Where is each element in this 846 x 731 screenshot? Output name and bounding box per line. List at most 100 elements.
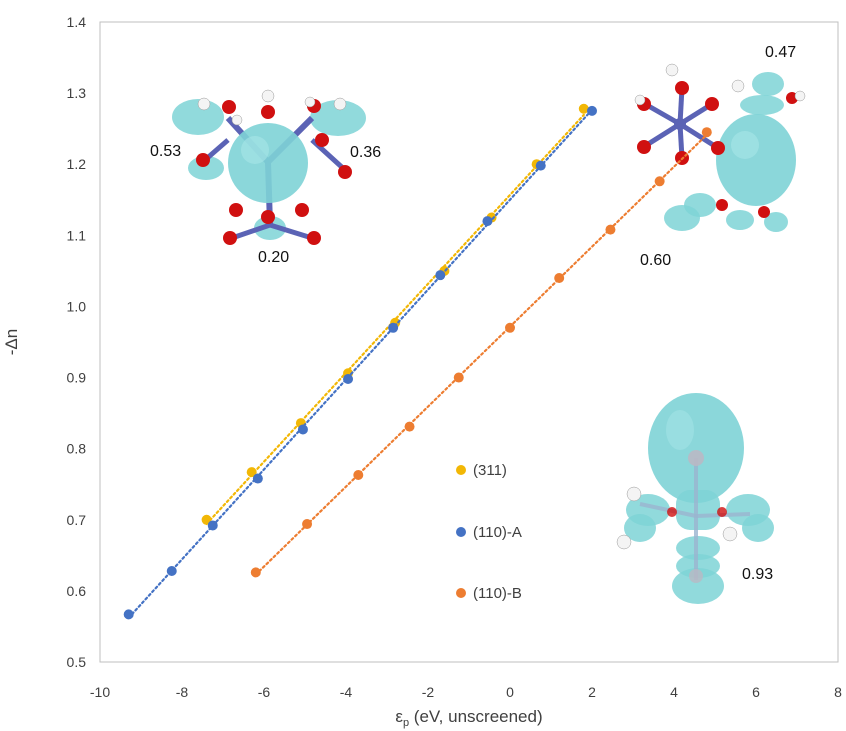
hydrogen-atom xyxy=(231,114,243,126)
isosurface-lobe xyxy=(752,72,784,96)
y-axis-label: -Δn xyxy=(2,329,21,355)
x-tick-label: 0 xyxy=(506,684,514,700)
oxygen-atom xyxy=(716,199,728,211)
oxygen-atom xyxy=(223,231,237,245)
data-point-series-2 xyxy=(701,127,712,138)
annotation-060: 0.60 xyxy=(640,252,671,269)
data-point-series-1 xyxy=(252,473,263,484)
data-point-series-1 xyxy=(587,105,597,116)
legend: (311) (110)-A (110)-B xyxy=(456,462,522,602)
data-point-series-1 xyxy=(297,424,308,435)
legend-label-311: (311) xyxy=(473,462,507,479)
molecule-render-bottom-right xyxy=(616,393,774,604)
x-axis-label: εp (eV, unscreened) xyxy=(395,707,542,729)
annotation-093: 0.93 xyxy=(742,566,773,583)
hydrogen-atom xyxy=(616,534,632,550)
data-point-series-1 xyxy=(535,160,546,171)
bond xyxy=(269,222,313,241)
isosurface-highlight xyxy=(731,131,759,159)
hydrogen-atom xyxy=(722,526,738,542)
data-point-series-2 xyxy=(250,567,261,578)
oxygen-atom xyxy=(637,140,651,154)
data-point-series-2 xyxy=(302,519,313,530)
metal-atom xyxy=(674,118,686,130)
oxygen-atom xyxy=(675,81,689,95)
oxygen-atom xyxy=(261,105,275,119)
isosurface-sphere xyxy=(228,123,308,203)
oxygen-atom xyxy=(717,507,727,517)
x-axis-label-rest: (eV, unscreened) xyxy=(409,707,543,726)
hydrogen-atom xyxy=(731,79,745,93)
isosurface-lobe xyxy=(172,99,224,135)
oxygen-atom xyxy=(196,153,210,167)
y-tick-label: 1.3 xyxy=(67,85,87,101)
data-point-series-2 xyxy=(505,322,515,333)
trendline-series-0 xyxy=(205,113,585,526)
x-tick-label: -4 xyxy=(340,684,353,700)
oxygen-atom xyxy=(315,133,329,147)
oxygen-atom xyxy=(705,97,719,111)
isosurface-lobe xyxy=(764,212,788,232)
isosurface-highlight xyxy=(666,410,694,450)
isosurface-lobe xyxy=(664,205,700,231)
x-axis-label-subscript: p xyxy=(403,717,409,729)
data-point-series-0 xyxy=(246,467,257,478)
hydrogen-atom xyxy=(261,89,275,103)
hydrogen-atom xyxy=(333,97,347,111)
isosurface-lobe xyxy=(726,210,754,230)
isosurface-lobe xyxy=(672,568,724,604)
bond xyxy=(231,222,271,241)
y-tick-label: 1.4 xyxy=(67,14,87,30)
oxygen-atom xyxy=(229,203,243,217)
x-tick-labels: -10 -8 -6 -4 -2 0 2 4 6 8 xyxy=(90,684,842,700)
data-point-series-2 xyxy=(404,421,415,432)
annotation-053: 0.53 xyxy=(150,143,181,160)
legend-marker-311 xyxy=(456,465,466,475)
y-tick-label: 0.6 xyxy=(67,583,87,599)
y-tick-label: 0.7 xyxy=(67,512,87,528)
data-point-series-2 xyxy=(605,224,616,235)
oxygen-atom xyxy=(222,100,236,114)
y-tick-label: 1.2 xyxy=(67,156,87,172)
x-tick-label: 8 xyxy=(834,684,842,700)
data-point-series-2 xyxy=(654,176,665,187)
y-tick-label: 1.0 xyxy=(67,298,87,314)
x-axis-label-symbol: ε xyxy=(395,707,403,726)
hydrogen-atom xyxy=(634,94,646,106)
y-tick-label: 0.9 xyxy=(67,370,87,386)
isosurface-sphere xyxy=(716,114,796,206)
isosurface-lobe xyxy=(740,95,784,115)
isosurface-highlight xyxy=(241,136,269,164)
legend-label-110B: (110)-B xyxy=(473,585,522,602)
annotation-047: 0.47 xyxy=(765,44,796,61)
data-point-series-1 xyxy=(343,373,354,384)
x-tick-label: 4 xyxy=(670,684,678,700)
hydrogen-atom xyxy=(665,63,679,77)
oxygen-atom xyxy=(261,210,275,224)
y-tick-label: 0.5 xyxy=(67,654,87,670)
annotation-036: 0.36 xyxy=(350,144,381,161)
data-point-series-1 xyxy=(388,322,399,333)
hydrogen-atom xyxy=(304,96,316,108)
trendline-series-2 xyxy=(254,133,708,576)
y-tick-label: 1.1 xyxy=(67,227,87,243)
data-point-series-1 xyxy=(123,609,134,620)
hydrogen-atom xyxy=(197,97,211,111)
bond xyxy=(643,101,682,127)
bond xyxy=(678,121,720,151)
data-point-series-0 xyxy=(578,103,589,114)
y-tick-labels: 0.5 0.6 0.7 0.8 0.9 1.0 1.1 1.2 1.3 1.4 xyxy=(67,14,87,670)
isosurface-lobe xyxy=(254,216,286,240)
data-point-series-1 xyxy=(435,270,446,281)
data-point-series-1 xyxy=(482,216,493,227)
isosurface-lobe xyxy=(742,514,774,542)
oxygen-atom xyxy=(711,141,725,155)
isosurface-lobe xyxy=(624,514,656,542)
oxygen-atom xyxy=(295,203,309,217)
x-tick-label: -6 xyxy=(258,684,271,700)
oxygen-atom xyxy=(307,231,321,245)
x-tick-label: 6 xyxy=(752,684,760,700)
data-point-series-2 xyxy=(353,469,364,480)
data-point-series-2 xyxy=(453,372,464,383)
